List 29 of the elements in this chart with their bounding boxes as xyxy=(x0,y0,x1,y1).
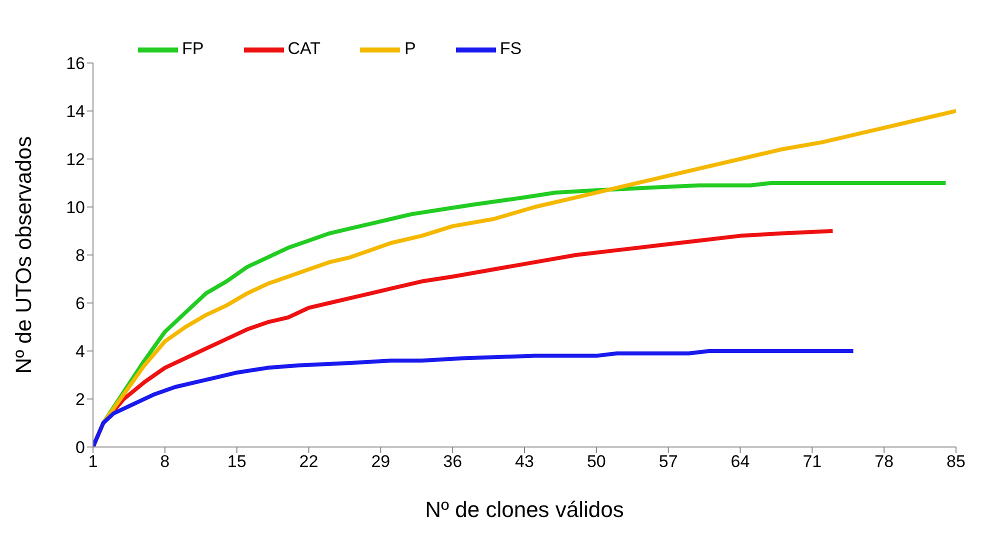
x-tick-label: 36 xyxy=(443,452,462,472)
x-tick-label: 8 xyxy=(160,452,170,472)
x-tick-label: 71 xyxy=(802,452,822,472)
legend-label: FP xyxy=(182,39,204,58)
y-tick-label: 14 xyxy=(66,102,85,122)
x-tick-label: 22 xyxy=(299,452,318,472)
y-tick-label: 16 xyxy=(66,54,85,74)
y-tick-label: 12 xyxy=(66,150,85,170)
x-tick-label: 15 xyxy=(227,452,246,472)
y-tick-label: 8 xyxy=(76,246,85,266)
y-tick-label: 4 xyxy=(76,342,85,362)
x-tick-label: 43 xyxy=(515,452,534,472)
x-tick-label: 1 xyxy=(88,452,98,472)
x-tick-label: 85 xyxy=(946,452,966,472)
y-tick-label: 10 xyxy=(66,198,85,218)
legend-label: CAT xyxy=(288,39,320,58)
legend-label: FS xyxy=(500,39,522,58)
y-tick-label: 0 xyxy=(76,438,85,458)
x-tick-label: 29 xyxy=(371,452,390,472)
x-axis-title: Nº de clones válidos xyxy=(425,497,624,522)
y-tick-label: 2 xyxy=(76,390,85,410)
x-tick-label: 57 xyxy=(658,452,678,472)
legend-label: P xyxy=(404,39,416,58)
y-tick-label: 6 xyxy=(76,294,85,314)
line-series xyxy=(93,349,856,447)
x-tick-label: 50 xyxy=(586,452,606,472)
x-tick-label: 78 xyxy=(874,452,894,472)
y-axis-title: Nº de UTOs observados xyxy=(10,136,36,374)
x-tick-label: 64 xyxy=(730,452,750,472)
